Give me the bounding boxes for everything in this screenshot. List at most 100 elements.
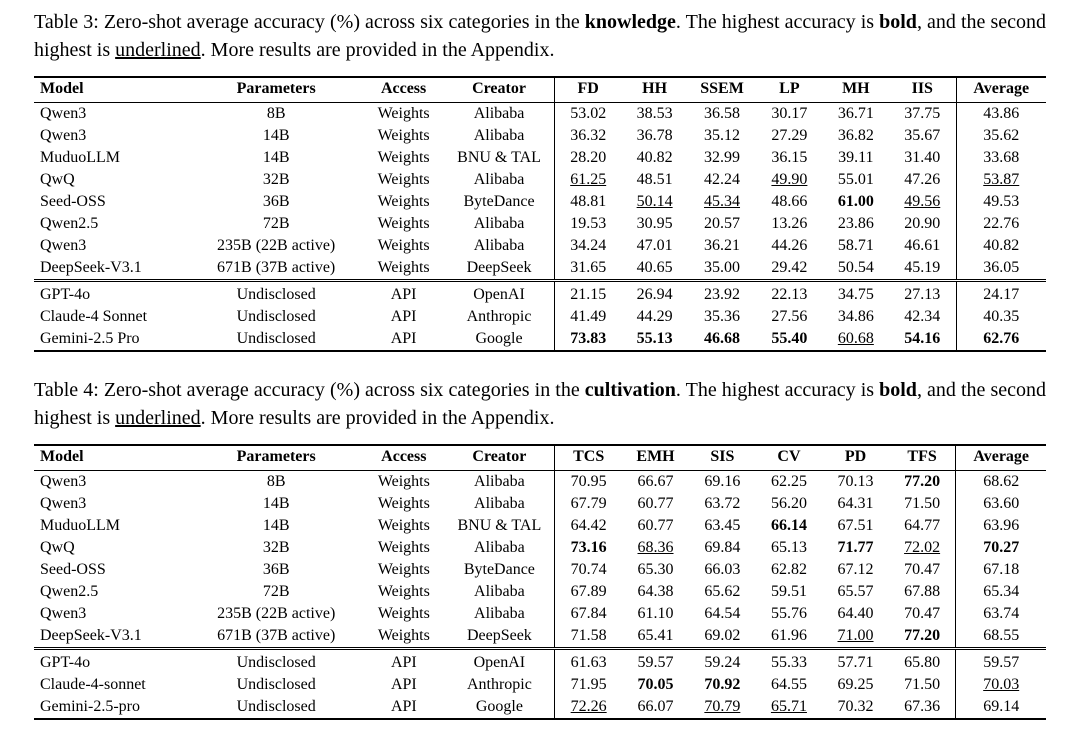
score-cell: 36.82 — [837, 127, 874, 144]
parameters-cell: 32B — [262, 171, 290, 188]
score-cell: 70.05 — [637, 676, 674, 693]
column-header-iis: IIS — [889, 77, 956, 103]
access-cell: Weights — [377, 193, 430, 210]
score-cell: 59.51 — [770, 583, 807, 600]
score-cell: 50.14 — [636, 193, 673, 210]
parameters-cell: 32B — [262, 539, 290, 556]
score-cell: 73.83 — [553, 328, 622, 351]
score-cell: 70.74 — [554, 559, 622, 581]
column-header-fd: FD — [553, 77, 622, 103]
table-row: Qwen3 8B Weights Alibaba 70.95 66.67 69.16 62.2… — [34, 470, 1046, 493]
model-cell: Qwen3 — [40, 237, 87, 254]
score-cell: 48.66 — [771, 193, 808, 210]
model-cell: MuduoLLM — [40, 149, 120, 166]
score-cell: 64.77 — [904, 517, 941, 534]
score-cell: 65.30 — [637, 561, 674, 578]
table-row: Qwen3 235B (22B active) Weights Alibaba 67.8… — [34, 603, 1046, 625]
access-cell: Weights — [377, 517, 430, 534]
score-cell: 71.50 — [904, 676, 941, 693]
score-cell: 44.26 — [771, 237, 808, 254]
score-cell: 64.31 — [837, 495, 874, 512]
creator-cell: OpenAI — [444, 647, 555, 674]
score-cell: 49.56 — [904, 193, 941, 210]
access-cell: API — [390, 698, 417, 715]
score-cell: 69.84 — [704, 539, 741, 556]
table-caption: Table 4: Zero-shot average accuracy (%) … — [34, 376, 1046, 432]
score-cell: 27.56 — [771, 308, 808, 325]
column-header-pd: PD — [822, 445, 889, 471]
model-cell: Claude-4 Sonnet — [40, 308, 148, 325]
caption-fragment: . The highest accuracy is — [675, 11, 880, 33]
average-cell: 67.18 — [955, 559, 1046, 581]
score-cell: 71.50 — [904, 495, 941, 512]
creator-cell: Alibaba — [474, 473, 525, 490]
score-cell: 65.41 — [637, 627, 674, 644]
score-cell: 38.53 — [636, 105, 673, 122]
model-cell: QwQ — [40, 171, 75, 188]
parameters-cell: 14B — [262, 127, 290, 144]
score-cell: 35.00 — [704, 259, 741, 276]
creator-cell: Anthropic — [466, 308, 532, 325]
caption-fragment: , and the second highest is — [34, 379, 1046, 429]
score-cell: 46.68 — [704, 330, 741, 347]
score-cell: 67.36 — [904, 698, 941, 715]
score-cell: 27.29 — [771, 127, 808, 144]
table-row: Gemini-2.5-pro Undisclosed API Google 72.26 6… — [34, 696, 1046, 719]
score-cell: 36.71 — [837, 105, 874, 122]
table-header: Model Parameters Access Creator TCS EMH SIS CV P… — [34, 445, 1046, 471]
parameters-cell: 72B — [262, 215, 290, 232]
parameters-cell: 14B — [262, 517, 290, 534]
score-cell: 77.20 — [904, 473, 941, 490]
parameters-cell: Undisclosed — [236, 330, 316, 347]
parameters-cell: 235B (22B active) — [217, 605, 336, 622]
score-cell: 36.32 — [553, 125, 622, 147]
score-cell: 65.13 — [770, 539, 807, 556]
access-cell: API — [363, 279, 445, 306]
score-cell: 70.32 — [837, 698, 874, 715]
score-cell: 55.33 — [755, 647, 823, 674]
access-cell: Weights — [377, 495, 430, 512]
header-row: Model Parameters Access Creator TCS EMH SIS CV P… — [34, 445, 1046, 471]
score-cell: 65.71 — [770, 698, 807, 715]
model-cell: DeepSeek-V3.1 — [40, 259, 142, 276]
creator-cell: Alibaba — [473, 215, 525, 232]
parameters-cell: 671B (37B active) — [217, 259, 336, 276]
caption-fragment: bold — [879, 11, 917, 33]
score-cell: 36.78 — [636, 127, 673, 144]
score-cell: 66.14 — [770, 517, 807, 534]
average-cell: 40.82 — [955, 235, 1046, 257]
caption-fragment: Table 3: Zero-shot average accuracy (%) … — [34, 11, 585, 33]
score-cell: 35.67 — [904, 127, 941, 144]
score-cell: 50.54 — [837, 259, 874, 276]
column-header-parameters: Parameters — [189, 77, 364, 103]
score-cell: 67.51 — [837, 517, 874, 534]
creator-cell: Anthropic — [466, 676, 532, 693]
column-header-creator: Creator — [444, 77, 555, 103]
table-row: QwQ 32B Weights Alibaba 73.16 68.36 69.84 65.13… — [34, 537, 1046, 559]
parameters-cell: 72B — [262, 583, 290, 600]
model-cell: Qwen2.5 — [40, 215, 99, 232]
parameters-cell: 8B — [266, 473, 286, 490]
score-cell: 20.57 — [704, 215, 741, 232]
access-cell: Weights — [377, 539, 430, 556]
table-3-block: Table 3: Zero-shot average accuracy (%) … — [34, 8, 1046, 352]
access-cell: Weights — [377, 171, 430, 188]
column-header-access: Access — [363, 77, 445, 103]
column-header-sis: SIS — [689, 445, 756, 471]
column-header-average: Average — [955, 77, 1046, 103]
score-cell: 31.65 — [553, 257, 622, 281]
score-cell: 59.24 — [689, 647, 756, 674]
table-row: Qwen3 235B (22B active) Weights Alibaba 34.2… — [34, 235, 1046, 257]
score-cell: 70.79 — [704, 698, 741, 715]
score-cell: 77.20 — [904, 627, 941, 644]
score-cell: 39.11 — [838, 149, 874, 166]
parameters-cell: Undisclosed — [236, 698, 316, 715]
model-cell: Claude-4-sonnet — [40, 676, 146, 693]
access-cell: API — [390, 330, 417, 347]
table-row: Qwen3 8B Weights Alibaba 53.02 38.53 36.58 30.1… — [34, 102, 1046, 125]
model-cell: MuduoLLM — [40, 517, 120, 534]
score-cell: 73.16 — [554, 537, 622, 559]
model-cell: QwQ — [40, 539, 75, 556]
column-header-average: Average — [955, 445, 1046, 471]
model-cell: Gemini-2.5 Pro — [40, 330, 140, 347]
